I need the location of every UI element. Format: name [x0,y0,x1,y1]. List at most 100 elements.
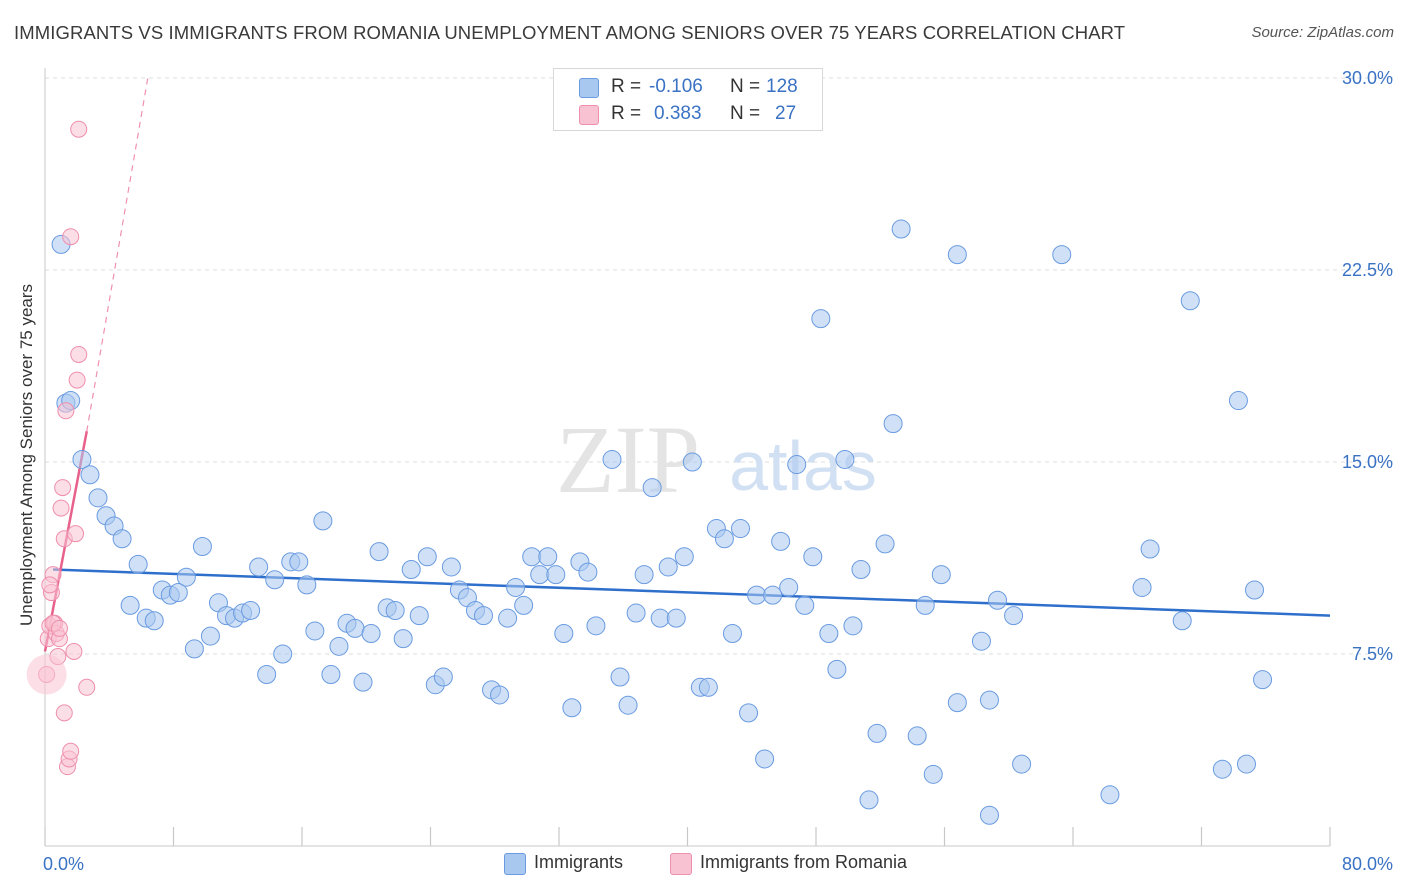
romania-point [54,479,72,497]
legend-swatch-romania [579,105,599,125]
romania-point [50,619,68,637]
legend-row-immigrants: R = -0.106 N = 128 [554,74,822,100]
immigrants-point [1180,291,1200,311]
immigrants-point [586,616,606,636]
immigrants-point [297,575,317,595]
immigrants-point [722,624,742,644]
immigrants-point [883,414,903,434]
tick-labels: 7.5% 15.0% 22.5% 30.0% 0.0% 80.0% [43,68,1393,874]
immigrants-point [602,449,622,469]
immigrants-point [361,624,381,644]
immigrants-point [321,664,341,684]
immigrants-point [931,565,951,585]
immigrants-point [947,693,967,713]
immigrants-point [988,590,1008,610]
immigrants-point [971,631,991,651]
immigrants-point [1172,611,1192,631]
immigrants-point [698,677,718,697]
watermark-zip: ZIP [556,406,700,513]
immigrants-point [200,626,220,646]
romania-point [62,742,80,760]
romania-point [55,704,73,722]
immigrants-point [538,547,558,567]
immigrants-point [393,629,413,649]
legend-n-value: 27 [775,103,797,124]
correlation-legend: R = -0.106 N = 128 R = 0.383 N = 27 [553,68,823,131]
immigrants-point [1052,245,1072,265]
immigrants-point [249,557,269,577]
immigrants-point [739,703,759,723]
immigrants-point [128,554,148,574]
immigrants-point [305,621,325,641]
immigrants-point [891,219,911,239]
immigrants-point [168,583,188,603]
immigrants-point [867,723,887,743]
romania-point-cluster [26,654,67,695]
immigrants-point [401,560,421,580]
immigrants-point [835,449,855,469]
immigrants-point [618,695,638,715]
y-axis-label: Unemployment Among Seniors over 75 years [17,283,36,627]
immigrants-point [112,529,132,549]
immigrants-point [811,309,831,329]
romania-point [57,402,75,420]
immigrants-point [289,552,309,572]
immigrants-point [915,595,935,615]
immigrants-point [843,616,863,636]
immigrants-point [176,567,196,587]
immigrants-point [241,600,261,620]
immigrants-point [979,690,999,710]
legend-row-romania: R = 0.383 N = 27 [554,101,822,127]
romania-point [70,345,88,363]
immigrants-point [257,664,277,684]
immigrants-point [369,542,389,562]
immigrants-point [1100,785,1120,805]
immigrants-point [1012,754,1032,774]
immigrants-point [795,595,815,615]
immigrants-point [265,570,285,590]
immigrants-point [755,749,775,769]
immigrants-point [498,608,518,628]
immigrants-point [731,519,751,539]
immigrants-point [851,560,871,580]
axes [44,68,1331,847]
immigrants-point [666,608,686,628]
chart-title: IMMIGRANTS VS IMMIGRANTS FROM ROMANIA UN… [14,22,1126,43]
romania-point [78,678,96,696]
immigrants-point [554,624,574,644]
immigrants-point [409,606,429,626]
immigrants-point [120,595,140,615]
romania-point [65,642,83,660]
romania-trendline-extension [86,77,149,432]
immigrants-point [1004,606,1024,626]
immigrants-point [803,547,823,567]
legend-n-value: 128 [766,76,798,97]
bottom-legend-label: Immigrants [534,852,624,872]
immigrants-point [273,644,293,664]
immigrants-point [682,452,702,472]
y-tick-label: 22.5% [1342,260,1393,280]
immigrants-point [441,557,461,577]
immigrants-point [313,511,333,531]
immigrants-point [417,547,437,567]
immigrants-point [329,636,349,656]
immigrants-point [1212,759,1232,779]
romania-point [41,576,59,594]
immigrants-point [474,606,494,626]
legend-r-label: R = [611,76,642,97]
immigrants-point [859,790,879,810]
immigrants-point [506,577,526,597]
immigrants-point [947,245,967,265]
immigrants-point [345,618,365,638]
legend-n-label: N = [730,76,761,97]
immigrants-point [578,562,598,582]
y-tick-label: 15.0% [1342,452,1393,472]
immigrants-point [490,685,510,705]
romania-point [67,525,85,543]
legend-n-label: N = [730,103,761,124]
legend-r-label: R = [611,103,642,124]
x-tick-label-max: 80.0% [1342,854,1393,874]
immigrants-point [433,667,453,687]
immigrants-point [979,805,999,825]
immigrants-point [1140,539,1160,559]
